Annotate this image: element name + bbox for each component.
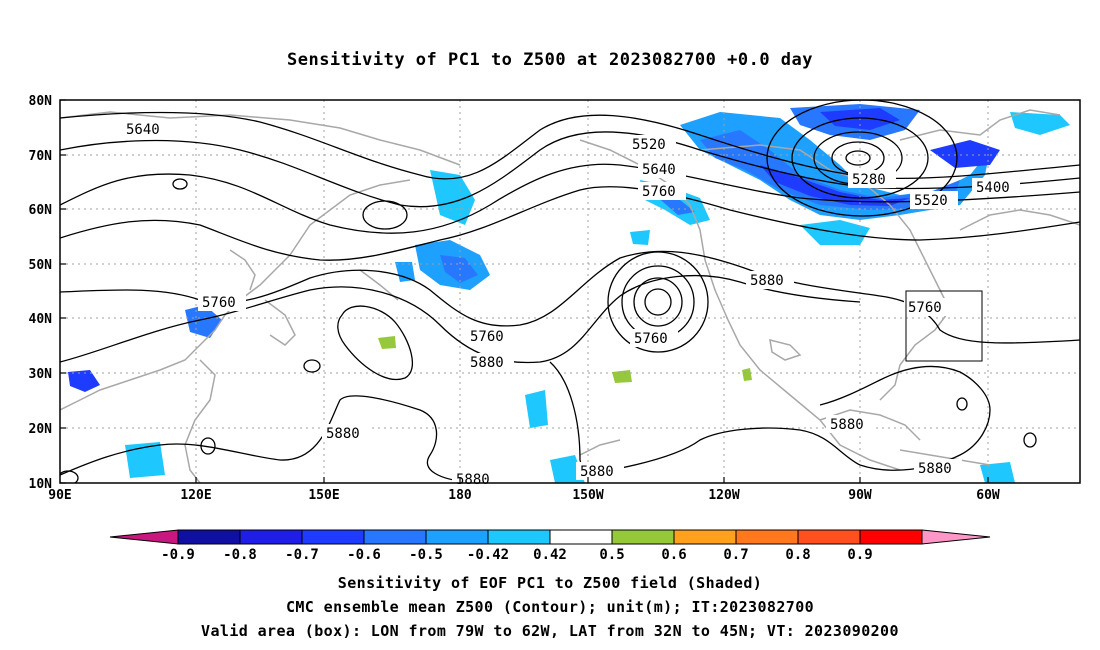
- colorbar-segment: [177, 529, 241, 545]
- contour-label: 5760: [470, 329, 504, 345]
- colorbar-level-label: -0.6: [347, 547, 381, 563]
- contour-label: 5760: [908, 300, 942, 316]
- map-title: Sensitivity of PC1 to Z500 at 2023082700…: [286, 50, 813, 70]
- contour-label: 5520: [914, 193, 948, 209]
- contour-label: 5880: [918, 461, 952, 477]
- lat-label: 30N: [29, 367, 53, 382]
- colorbar-labels: -0.9 -0.8 -0.7 -0.6 -0.5 -0.42 0.42 0.5 0.6 0.7 0.…: [161, 547, 873, 563]
- colorbar-level-label: 0.7: [723, 547, 748, 563]
- caption-line-2: CMC ensemble mean Z500 (Contour); unit(m…: [285, 598, 815, 616]
- z500-contours: [60, 100, 1080, 483]
- lat-label: 70N: [29, 149, 53, 164]
- lat-label: 80N: [29, 94, 53, 109]
- caption-line-3: Valid area (box): LON from 79W to 62W, L…: [201, 622, 899, 640]
- colorbar: -0.9 -0.8 -0.7 -0.6 -0.5 -0.42 0.42 0.5 0.6 0.7 0.…: [109, 529, 991, 563]
- contour-label: 5520: [632, 137, 666, 153]
- contour-label: 5280: [852, 172, 886, 188]
- contour-label: 5880: [830, 417, 864, 433]
- colorbar-segment: [735, 529, 799, 545]
- colorbar-segment: [549, 529, 613, 545]
- colorbar-segment: [301, 529, 365, 545]
- lon-label: 150E: [308, 488, 339, 503]
- map-frame: [59, 99, 1081, 484]
- contour-label: 5400: [976, 180, 1010, 196]
- colorbar-level-label: -0.7: [285, 547, 319, 563]
- lon-label: 120E: [180, 488, 211, 503]
- colorbar-level-label: -0.9: [161, 547, 195, 563]
- lon-label: 90W: [848, 488, 872, 503]
- contour-label: 5760: [634, 331, 668, 347]
- colorbar-level-label: 0.6: [661, 547, 686, 563]
- longitude-labels: 90E 120E 150E 180 150W 120W 90W 60W: [48, 488, 1000, 503]
- lat-label: 20N: [29, 422, 53, 437]
- lat-label: 50N: [29, 258, 53, 273]
- contour-label: 5880: [470, 355, 504, 371]
- contour-label: 5880: [580, 464, 614, 480]
- lon-label: 90E: [48, 488, 71, 503]
- colorbar-segment: [425, 529, 489, 545]
- contour-labels: 5640 5520 5640 5760 5280 5400 5520 5760 …: [122, 120, 1020, 488]
- colorbar-level-label: -0.8: [223, 547, 257, 563]
- colorbar-lower-extend: [109, 529, 179, 545]
- lon-label: 150W: [572, 488, 603, 503]
- colorbar-segments: [109, 529, 991, 545]
- colorbar-segment: [611, 529, 675, 545]
- colorbar-level-label: 0.8: [785, 547, 810, 563]
- colorbar-segment: [487, 529, 551, 545]
- contour-label: 5880: [456, 472, 490, 488]
- colorbar-upper-extend: [921, 529, 991, 545]
- lon-label: 60W: [976, 488, 1000, 503]
- contour-label: 5640: [642, 162, 676, 178]
- colorbar-level-label: 0.5: [599, 547, 624, 563]
- caption-line-1: Sensitivity of EOF PC1 to Z500 field (Sh…: [337, 574, 763, 592]
- lat-label: 40N: [29, 312, 53, 327]
- valid-area-box: [905, 290, 983, 362]
- colorbar-segment: [363, 529, 427, 545]
- contour-label: 5880: [750, 273, 784, 289]
- contour-label: 5640: [126, 122, 160, 138]
- lon-label: 180: [448, 488, 472, 503]
- colorbar-segment: [797, 529, 861, 545]
- lat-label: 60N: [29, 203, 53, 218]
- lon-label: 120W: [708, 488, 739, 503]
- colorbar-segment: [859, 529, 923, 545]
- lat-label: 10N: [29, 477, 53, 492]
- contour-label: 5880: [326, 426, 360, 442]
- colorbar-level-label: -0.5: [409, 547, 443, 563]
- contour-label: 5760: [642, 184, 676, 200]
- colorbar-level-label: 0.9: [847, 547, 872, 563]
- colorbar-segment: [673, 529, 737, 545]
- latitude-labels: 80N 70N 60N 50N 40N 30N 20N 10N: [29, 94, 53, 492]
- contour-label: 5760: [202, 295, 236, 311]
- colorbar-level-label: 0.42: [533, 547, 567, 563]
- colorbar-level-label: -0.42: [467, 547, 509, 563]
- colorbar-segment: [239, 529, 303, 545]
- axis-ticks: [60, 99, 989, 484]
